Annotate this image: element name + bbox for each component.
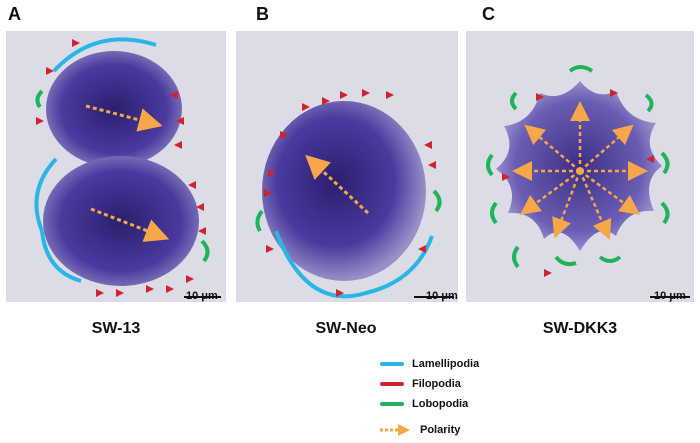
legend-item-filopodia: Filopodia [380, 374, 580, 394]
caption-swneo: SW-Neo [315, 320, 377, 337]
caption-sw13: SW-13 [91, 320, 141, 337]
cell-dkk3 [496, 81, 662, 251]
scale-label-b: 10 μm [426, 290, 458, 302]
cell-neo [262, 101, 426, 281]
filopodia-marks [36, 39, 206, 297]
micrograph-swneo [236, 31, 458, 302]
scale-label-c: 10 μm [654, 290, 686, 302]
lamellipodia-swatch [380, 362, 404, 366]
cell-upper [46, 51, 182, 167]
lobopodia-swatch [380, 402, 404, 406]
micrograph-sw13 [6, 31, 226, 302]
scale-label-a: 10 μm [186, 290, 218, 302]
legend-item-polarity: Polarity [380, 420, 580, 440]
caption-swdkk3: SW-DKK3 [542, 320, 618, 337]
panel-letter-a: A [8, 4, 21, 24]
polarity-arrow-icon [380, 424, 410, 436]
cell-lower [43, 156, 199, 286]
polarity-arrows [512, 101, 648, 241]
lamellipodia-arc [34, 157, 58, 232]
micrograph-swdkk3 [466, 31, 694, 302]
polarity-arrow [90, 207, 170, 242]
legend-label: Filopodia [412, 378, 461, 390]
lamellipodia-arc [52, 37, 157, 73]
panel-letter-b: B [256, 4, 269, 24]
lobopodia-marks [486, 65, 670, 269]
lamellipodia-arc [274, 230, 434, 299]
polarity-arrow [305, 154, 370, 215]
legend-item-lamellipodia: Lamellipodia [380, 354, 580, 374]
legend-item-lobopodia: Lobopodia [380, 394, 580, 414]
lobopodia-mark [35, 89, 44, 109]
lamellipodia-arc [40, 230, 82, 283]
legend: Lamellipodia Filopodia Lobopodia Polarit… [380, 354, 580, 440]
panel-letter-c: C [482, 4, 495, 24]
lobopodia-mark [200, 239, 210, 263]
filopodia-swatch [380, 382, 404, 386]
legend-label: Polarity [420, 424, 461, 436]
legend-label: Lobopodia [412, 398, 469, 410]
lobopodia-mark [432, 189, 442, 213]
legend-label: Lamellipodia [412, 358, 480, 370]
filopodia-marks [502, 89, 670, 302]
lobopodia-mark [255, 209, 264, 233]
filopodia-marks [264, 89, 436, 297]
